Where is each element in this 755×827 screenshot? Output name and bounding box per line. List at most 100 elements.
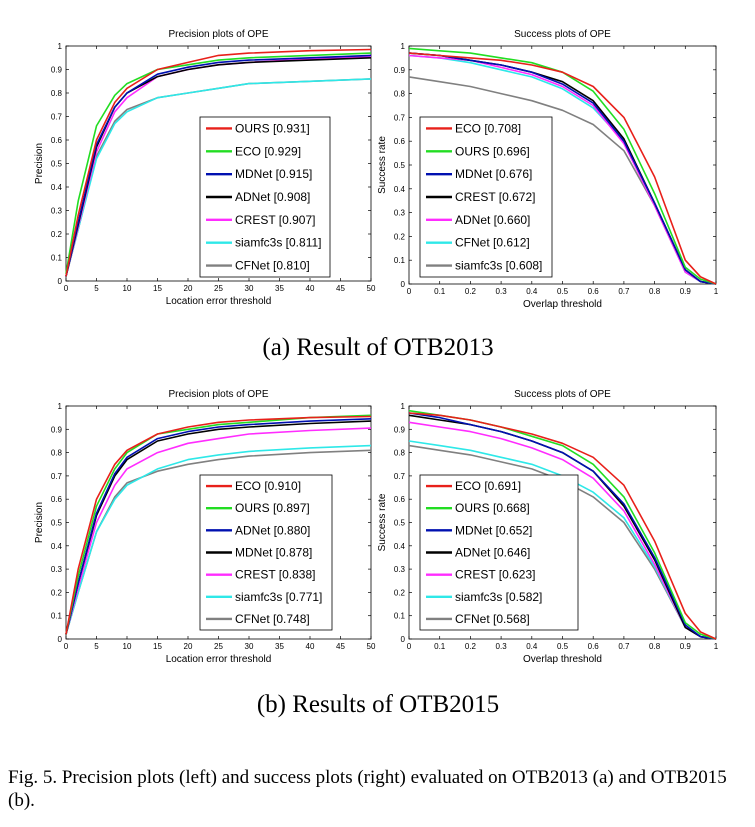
y-tick-label: 0.8 — [51, 449, 63, 458]
y-tick-label: 0.7 — [51, 113, 63, 122]
legend-label: siamfc3s [0.811] — [235, 236, 321, 250]
y-tick-label: 0.9 — [394, 66, 406, 75]
series-line — [65, 415, 372, 635]
legend-label: CFNet [0.612] — [455, 236, 530, 250]
y-tick-label: 0.3 — [51, 207, 63, 216]
y-tick-label: 0.7 — [51, 472, 63, 481]
x-tick-label: 0 — [407, 287, 412, 296]
x-tick-label: 10 — [123, 284, 132, 293]
legend-label: CFNet [0.748] — [235, 612, 310, 626]
x-tick-label: 0 — [407, 642, 412, 651]
subfigure-label: (a) Result of OTB2013 — [262, 334, 493, 361]
legend: ECO [0.708] OURS [0.696] MDNet [0.676] CRES… — [419, 116, 553, 278]
x-tick-label: 35 — [275, 284, 284, 293]
y-tick-label: 0 — [401, 635, 406, 644]
chart-title: Success plots of OPE — [514, 29, 611, 40]
x-tick-label: 0.4 — [526, 287, 538, 296]
chart-b-left: 0 5 10 15 20 25 30 35 40 45 50 0 0.1 0.2 0.3 0.4 0.5 0.6 0… — [34, 389, 376, 665]
legend-label: CFNet [0.568] — [455, 612, 530, 626]
x-tick-label: 20 — [184, 284, 193, 293]
legend: OURS [0.931] ECO [0.929] MDNet [0.915] ADNe… — [199, 116, 331, 278]
y-tick-label: 0 — [58, 277, 63, 286]
y-tick-label: 0.1 — [51, 254, 63, 263]
y-tick-label: 0.8 — [394, 90, 406, 99]
y-tick-label: 0.5 — [394, 161, 406, 170]
y-tick-label: 0.4 — [51, 183, 63, 192]
legend-label: ECO [0.708] — [455, 121, 521, 135]
x-tick-label: 25 — [214, 642, 223, 651]
x-tick-label: 0.2 — [465, 287, 477, 296]
legend-label: CREST [0.907] — [235, 213, 315, 227]
x-tick-label: 0.1 — [434, 642, 446, 651]
x-tick-label: 0.8 — [649, 642, 661, 651]
legend-label: OURS [0.668] — [455, 501, 530, 515]
y-tick-label: 0.2 — [51, 588, 63, 597]
x-tick-label: 30 — [245, 642, 254, 651]
y-tick-label: 0.8 — [51, 89, 63, 98]
legend-label: CREST [0.623] — [455, 568, 535, 582]
x-tick-label: 0.9 — [680, 642, 692, 651]
y-tick-label: 0.4 — [394, 185, 406, 194]
y-tick-label: 0 — [401, 280, 406, 289]
y-axis-label: Success rate — [377, 493, 388, 551]
y-tick-label: 0.9 — [51, 66, 63, 75]
legend-label: ADNet [0.908] — [235, 190, 310, 204]
legend-label: MDNet [0.915] — [235, 167, 312, 181]
y-tick-label: 1 — [401, 402, 406, 411]
chart-a-right: 0 0.1 0.2 0.3 0.4 0.5 0.6 0.7 0.8 0.9 1 0 0.1 0.2 0.3 0… — [377, 29, 719, 310]
y-tick-label: 0.3 — [394, 209, 406, 218]
subfigure-label: (b) Results of OTB2015 — [257, 691, 499, 718]
y-tick-label: 0.1 — [394, 256, 406, 265]
x-tick-label: 0.4 — [526, 642, 538, 651]
x-tick-label: 0.6 — [588, 287, 600, 296]
x-tick-label: 0.6 — [588, 642, 600, 651]
y-tick-label: 1 — [58, 402, 63, 411]
legend-label: OURS [0.897] — [235, 501, 310, 515]
legend-label: OURS [0.931] — [235, 121, 310, 135]
x-tick-label: 5 — [94, 642, 99, 651]
y-tick-label: 0.4 — [51, 542, 63, 551]
y-tick-label: 0.7 — [394, 472, 406, 481]
chart-title: Success plots of OPE — [514, 389, 611, 400]
y-tick-label: 0.9 — [51, 425, 63, 434]
x-tick-label: 1 — [714, 287, 719, 296]
x-tick-label: 0.9 — [680, 287, 692, 296]
x-tick-label: 25 — [214, 284, 223, 293]
x-tick-label: 50 — [367, 642, 376, 651]
x-tick-label: 40 — [306, 642, 315, 651]
x-tick-label: 0.3 — [496, 642, 508, 651]
y-tick-label: 1 — [58, 42, 63, 51]
x-tick-label: 10 — [123, 642, 132, 651]
y-tick-label: 1 — [401, 42, 406, 51]
series-line — [65, 78, 372, 277]
y-tick-label: 0.9 — [394, 425, 406, 434]
legend-label: OURS [0.696] — [455, 144, 530, 158]
x-axis-label: Location error threshold — [166, 654, 272, 665]
x-tick-label: 45 — [336, 642, 345, 651]
series-line — [65, 418, 372, 635]
y-tick-label: 0.1 — [394, 612, 406, 621]
y-tick-label: 0.3 — [51, 565, 63, 574]
x-axis-label: Overlap threshold — [523, 654, 602, 665]
chart-title: Precision plots of OPE — [168, 389, 268, 400]
y-tick-label: 0.2 — [394, 588, 406, 597]
x-tick-label: 0.8 — [649, 287, 661, 296]
x-tick-label: 0.5 — [557, 642, 569, 651]
legend-label: ECO [0.910] — [235, 479, 301, 493]
x-tick-label: 0 — [64, 284, 69, 293]
legend-label: ADNet [0.660] — [455, 213, 530, 227]
y-tick-label: 0.6 — [394, 495, 406, 504]
series-line — [65, 54, 372, 277]
y-tick-label: 0.6 — [51, 136, 63, 145]
series-line — [408, 47, 717, 285]
y-tick-label: 0.8 — [394, 449, 406, 458]
y-tick-label: 0.1 — [51, 612, 63, 621]
legend-label: MDNet [0.652] — [455, 523, 532, 537]
x-tick-label: 50 — [367, 284, 376, 293]
y-tick-label: 0.6 — [394, 137, 406, 146]
y-axis-label: Precision — [34, 502, 45, 543]
legend-label: ADNet [0.646] — [455, 546, 530, 560]
series-line — [65, 427, 372, 635]
y-tick-label: 0.6 — [51, 495, 63, 504]
